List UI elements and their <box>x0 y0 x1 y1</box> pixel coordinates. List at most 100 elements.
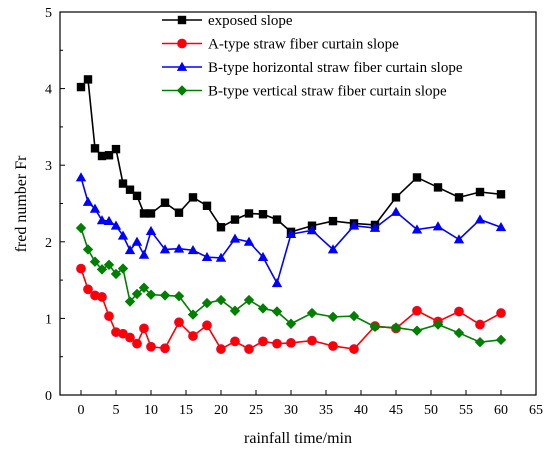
legend-marker <box>176 61 188 71</box>
data-point <box>89 256 101 267</box>
x-tick-label: 25 <box>249 403 263 418</box>
series-circle <box>76 263 506 354</box>
series-triangle <box>75 172 507 288</box>
legend-marker <box>177 15 187 25</box>
legend-entry: B-type vertical straw fiber curtain slop… <box>162 84 447 100</box>
data-point <box>271 306 283 317</box>
data-point <box>216 223 226 232</box>
legend-label: exposed slope <box>208 13 293 29</box>
data-point <box>187 309 199 320</box>
data-point <box>285 228 297 239</box>
data-point <box>202 320 212 331</box>
series-layer <box>75 75 507 354</box>
data-point <box>76 263 86 274</box>
data-point <box>187 245 199 255</box>
legend-entry: A-type straw fiber curtain slope <box>162 37 399 53</box>
data-point <box>215 252 227 262</box>
data-point <box>96 215 108 225</box>
data-point <box>327 244 339 254</box>
data-point <box>390 322 402 333</box>
data-point <box>495 222 507 232</box>
data-point <box>475 319 485 330</box>
x-tick-label: 65 <box>529 403 543 418</box>
data-point <box>117 263 129 274</box>
data-point <box>369 222 381 232</box>
data-point <box>96 264 108 275</box>
legend-marker <box>176 85 188 96</box>
data-point <box>229 233 241 243</box>
data-point <box>474 214 486 224</box>
data-point <box>307 335 317 346</box>
data-point <box>257 303 269 314</box>
data-point <box>391 193 401 202</box>
data-point <box>454 306 464 317</box>
data-point <box>411 325 423 336</box>
x-tick-label: 15 <box>179 403 193 418</box>
data-point <box>97 151 107 161</box>
data-point <box>97 292 107 302</box>
data-point <box>272 215 282 224</box>
data-point <box>412 173 422 182</box>
x-tick-label: 45 <box>389 403 403 418</box>
data-point <box>201 297 213 309</box>
x-tick-label: 20 <box>214 403 228 418</box>
y-tick-label: 4 <box>45 83 52 98</box>
data-point <box>432 221 444 231</box>
data-point <box>215 294 227 306</box>
data-point <box>125 332 135 343</box>
y-tick-label: 2 <box>45 236 52 251</box>
data-point <box>243 236 255 246</box>
data-point <box>132 338 142 349</box>
data-point <box>369 321 381 333</box>
data-point <box>145 225 157 235</box>
x-tick-label: 35 <box>319 403 333 418</box>
data-point <box>131 288 143 300</box>
legend-label: B-type horizontal straw fiber curtain sl… <box>208 60 463 76</box>
data-point <box>138 282 150 293</box>
y-tick-label: 3 <box>45 159 52 174</box>
x-tick-label: 5 <box>113 403 120 418</box>
legend-marker <box>177 38 187 49</box>
data-point <box>110 220 122 230</box>
data-point <box>160 198 170 207</box>
data-point <box>82 196 94 206</box>
y-tick-label: 1 <box>45 312 52 327</box>
data-point <box>454 193 464 202</box>
data-point <box>216 344 226 354</box>
data-point <box>90 144 100 153</box>
data-point <box>475 187 485 197</box>
data-point <box>118 179 128 188</box>
y-tick-label: 0 <box>45 389 52 404</box>
data-point <box>146 341 156 352</box>
data-point <box>138 249 150 259</box>
data-point <box>271 277 283 288</box>
data-point <box>244 209 254 218</box>
data-point <box>124 245 136 255</box>
data-point <box>104 151 114 160</box>
data-point <box>432 319 444 330</box>
data-point <box>272 338 282 349</box>
data-point <box>188 331 198 341</box>
legend-label: A-type straw fiber curtain slope <box>208 37 399 53</box>
legend: exposed slope A-type straw fiber curtain … <box>162 13 463 100</box>
data-point <box>474 336 486 348</box>
x-tick-label: 50 <box>424 403 438 418</box>
legend-label: B-type vertical straw fiber curtain slop… <box>208 84 447 100</box>
x-tick-label: 55 <box>459 403 473 418</box>
data-point <box>285 318 297 329</box>
data-point <box>327 311 339 323</box>
data-point <box>328 216 338 226</box>
series-diamond <box>75 222 507 348</box>
data-point <box>159 290 171 301</box>
y-tick-label: 5 <box>45 6 52 21</box>
data-point <box>75 172 87 182</box>
data-point <box>188 193 198 202</box>
data-point <box>146 209 156 218</box>
data-point <box>139 209 149 218</box>
data-point <box>230 215 240 224</box>
data-point <box>125 185 135 194</box>
data-point <box>495 334 507 346</box>
data-point <box>131 236 143 246</box>
data-point <box>160 343 170 354</box>
data-point <box>244 344 254 354</box>
